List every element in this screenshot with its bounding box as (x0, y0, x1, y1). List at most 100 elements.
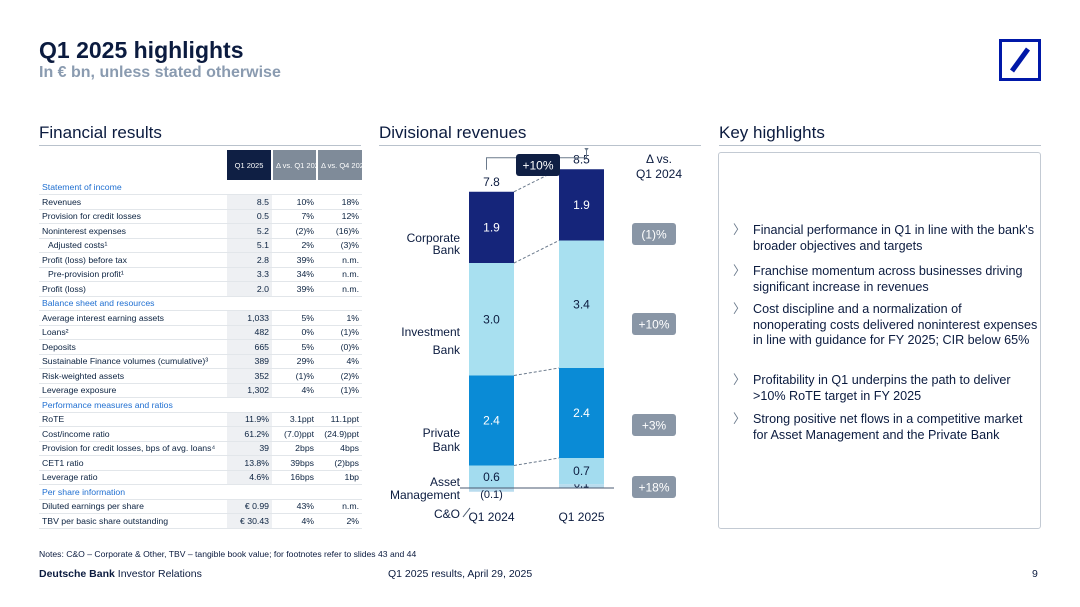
row-label: Profit (loss) (39, 281, 227, 297)
footer-brand: Deutsche Bank Investor Relations (39, 568, 202, 580)
x-tick-label: Q1 2024 (468, 510, 514, 524)
delta-badge (632, 414, 676, 436)
table-section-row: Per share information (39, 484, 362, 500)
table-row: Provision for credit losses 0.5 7% 12% (39, 209, 362, 224)
data-label: 3.0 (483, 312, 500, 326)
row-label: Deposits (39, 339, 227, 355)
bar-segment (559, 484, 604, 488)
section-label: Balance sheet and resources (39, 296, 362, 311)
footer-brand-suffix: Investor Relations (114, 568, 202, 580)
connector-line (513, 367, 560, 376)
cell-value: (24.9)ppt (317, 426, 362, 442)
cell-value: 352 (227, 368, 272, 384)
cell-value: 4bps (317, 441, 362, 456)
highlight-item: 〉 Franchise momentum across businesses dr… (733, 264, 1038, 295)
pointer-line (462, 507, 471, 518)
table-row: Deposits 665 5% (0)% (39, 339, 362, 355)
row-label: Leverage ratio (39, 470, 227, 485)
cell-value: 5% (272, 339, 317, 355)
cell-value: 39bps (272, 455, 317, 471)
chevron-right-icon: 〉 (733, 264, 746, 278)
table-row: Sustainable Finance volumes (cumulative)… (39, 354, 362, 369)
table-row: TBV per basic share outstanding € 30.43 4%… (39, 513, 362, 529)
x-tick-label: Q1 2025 (558, 510, 604, 524)
cell-value: (7.0)ppt (272, 426, 317, 442)
delta-header: Δ vs. (646, 152, 672, 166)
highlight-item: 〉 Cost discipline and a normalization of … (733, 302, 1038, 349)
cell-value: 7% (272, 209, 317, 224)
arrow-down-icon (584, 148, 589, 152)
table-row: Pre-provision profit¹ 3.3 34% n.m. (39, 267, 362, 282)
table-row: Leverage ratio 4.6% 16bps 1bp (39, 470, 362, 485)
cell-value: 61.2% (227, 426, 272, 442)
cell-value: (1)% (317, 325, 362, 340)
bar-segment (559, 240, 604, 368)
row-label: CET1 ratio (39, 455, 227, 471)
section-divider (719, 145, 1041, 146)
bar-segment (469, 263, 514, 376)
segment-label: Corporate (407, 231, 461, 245)
segment-label: Asset (430, 475, 461, 489)
connector-line (513, 457, 560, 466)
table-row: Profit (loss) before tax 2.8 39% n.m. (39, 252, 362, 268)
cell-value: 4% (317, 354, 362, 369)
deutsche-bank-logo-icon (999, 39, 1041, 81)
row-label: Cost/income ratio (39, 426, 227, 442)
cell-value: € 0.99 (227, 499, 272, 514)
highlight-text: Strong positive net flows in a competiti… (753, 412, 1023, 442)
data-label: (0.1) (480, 489, 503, 501)
bar-segment (559, 368, 604, 458)
data-label: 2.4 (573, 406, 590, 420)
cell-value: 389 (227, 354, 272, 369)
cell-value: 4% (272, 513, 317, 529)
highlight-item: 〉 Strong positive net flows in a competit… (733, 412, 1038, 443)
bar-segment (469, 465, 514, 488)
data-label: 1.9 (573, 198, 590, 212)
bar-segment (559, 169, 604, 241)
chevron-right-icon: 〉 (733, 223, 746, 237)
cell-value: (2)% (272, 223, 317, 239)
footnotes: Notes: C&O – Corporate & Other, TBV – ta… (39, 549, 417, 559)
total-label: 7.8 (483, 175, 500, 189)
row-label: Diluted earnings per share (39, 499, 227, 514)
cell-value: 2% (317, 513, 362, 529)
cell-value: 8.5 (227, 194, 272, 210)
section-label: Performance measures and ratios (39, 397, 362, 413)
cell-value: 18% (317, 194, 362, 210)
row-label: Provision for credit losses (39, 209, 227, 224)
highlight-text: Profitability in Q1 underpins the path t… (753, 373, 1011, 403)
delta-header: Q1 2024 (636, 167, 682, 181)
cell-value: (2)% (317, 368, 362, 384)
row-label: Risk-weighted assets (39, 368, 227, 384)
cell-value: 11.9% (227, 412, 272, 427)
segment-label: Management (390, 488, 461, 502)
connector-line (513, 240, 560, 264)
table-row: Average interest earning assets 1,033 5% 1% (39, 310, 362, 326)
cell-value: 1% (317, 310, 362, 326)
cell-value: 2.0 (227, 281, 272, 297)
section-divider (379, 145, 701, 146)
highlight-text: Franchise momentum across businesses dri… (753, 264, 1023, 294)
row-label: Average interest earning assets (39, 310, 227, 326)
row-label: Adjusted costs¹ (39, 238, 227, 253)
row-label: Profit (loss) before tax (39, 252, 227, 268)
data-label: 0.6 (483, 470, 500, 484)
bar-segment (469, 488, 514, 492)
cell-value: 3.3 (227, 267, 272, 282)
chevron-right-icon: 〉 (733, 412, 746, 426)
divisional-revenues-chart: (0.1)0.62.43.01.97.8Q1 20240.10.72.43.41… (390, 148, 682, 524)
table-row: Revenues 8.5 10% 18% (39, 194, 362, 210)
row-label: Sustainable Finance volumes (cumulative)… (39, 354, 227, 369)
page-number: 9 (1032, 568, 1038, 580)
segment-label: Private (423, 426, 461, 440)
delta-badge (632, 476, 676, 498)
cell-value: n.m. (317, 281, 362, 297)
table-row: Provision for credit losses, bps of avg.… (39, 441, 362, 456)
delta-badge-label: +3% (642, 419, 667, 433)
table-section-row: Statement of income (39, 180, 362, 195)
row-label: Provision for credit losses, bps of avg.… (39, 441, 227, 456)
cell-value: (3)% (317, 238, 362, 253)
section-label: Statement of income (39, 180, 362, 195)
table-section-row: Balance sheet and resources (39, 296, 362, 311)
row-label: TBV per basic share outstanding (39, 513, 227, 529)
